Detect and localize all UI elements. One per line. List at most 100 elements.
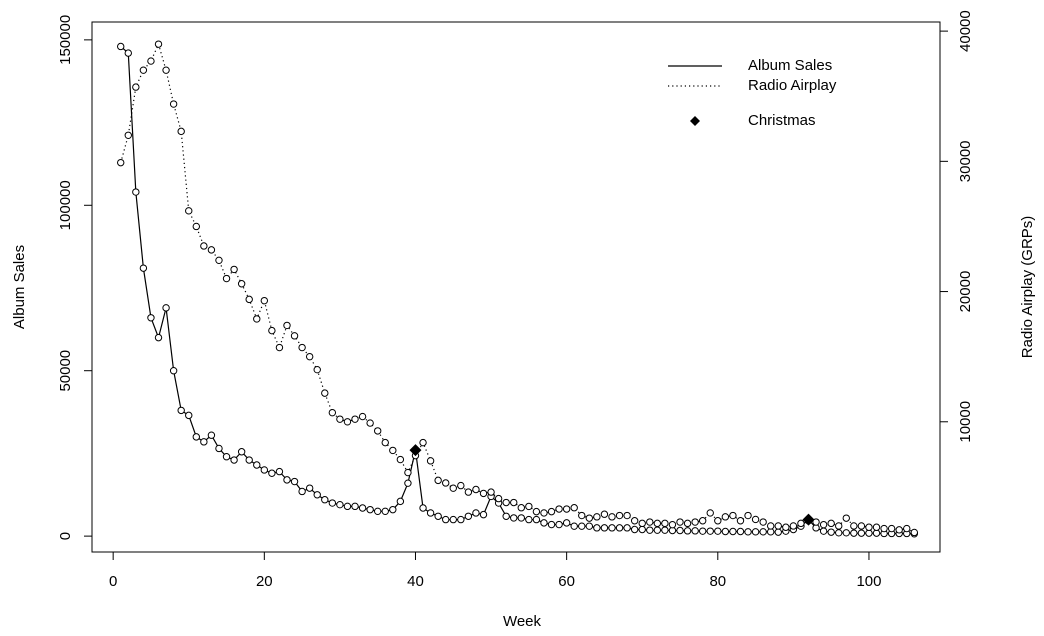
- christmas-marker: [802, 513, 815, 526]
- point: [623, 524, 631, 532]
- point: [472, 485, 480, 494]
- point: [812, 518, 820, 526]
- point: [313, 491, 321, 499]
- y2-tick-label: 20000: [957, 271, 974, 313]
- point: [895, 526, 903, 534]
- point: [305, 484, 314, 492]
- point: [698, 527, 707, 535]
- point: [502, 498, 510, 507]
- series-line: [120, 42, 915, 533]
- point: [842, 529, 850, 537]
- point: [139, 66, 148, 74]
- point: [903, 524, 911, 533]
- point: [457, 515, 465, 524]
- point: [910, 528, 919, 537]
- point: [593, 524, 601, 532]
- point: [154, 333, 163, 342]
- point: [668, 520, 677, 529]
- point: [502, 512, 510, 520]
- point: [630, 525, 639, 534]
- point: [321, 496, 329, 504]
- point: [698, 517, 707, 525]
- y2-tick-label: 40000: [957, 10, 974, 52]
- point: [540, 509, 548, 517]
- point: [313, 365, 321, 374]
- point: [532, 515, 541, 524]
- point: [192, 222, 200, 231]
- point: [351, 502, 359, 511]
- point: [381, 438, 389, 447]
- point: [472, 509, 480, 517]
- point: [434, 476, 442, 485]
- point: [298, 487, 306, 496]
- point: [366, 419, 374, 427]
- point: [328, 499, 337, 507]
- point: [615, 511, 624, 520]
- y-tick-label: 50000: [57, 350, 74, 392]
- point: [517, 504, 525, 512]
- point: [487, 488, 495, 496]
- point: [872, 523, 881, 531]
- point: [132, 188, 140, 196]
- point: [691, 527, 699, 535]
- point: [578, 511, 586, 520]
- point: [646, 526, 654, 534]
- point: [593, 513, 601, 521]
- point: [721, 513, 730, 521]
- point: [819, 520, 828, 529]
- point: [132, 83, 140, 91]
- point: [162, 304, 170, 312]
- point: [585, 514, 594, 522]
- plot-box: [91, 21, 941, 553]
- series-line: [120, 46, 915, 535]
- point: [268, 469, 276, 477]
- point: [835, 529, 843, 537]
- point: [729, 527, 737, 536]
- point: [117, 42, 125, 51]
- point: [343, 502, 352, 511]
- y-tick-label: 150000: [57, 15, 74, 65]
- point: [751, 515, 760, 524]
- point: [404, 479, 412, 487]
- point: [797, 519, 805, 528]
- point: [623, 511, 631, 520]
- point: [759, 518, 767, 526]
- point: [880, 524, 888, 533]
- x-tick-label: 0: [109, 573, 117, 590]
- point: [827, 528, 835, 536]
- point: [396, 497, 405, 506]
- point: [230, 265, 238, 274]
- point: [457, 481, 465, 490]
- point: [789, 522, 798, 530]
- point: [600, 510, 609, 518]
- point: [547, 507, 556, 516]
- point: [714, 517, 722, 525]
- point: [275, 467, 284, 476]
- point: [525, 515, 533, 524]
- point: [555, 505, 563, 513]
- point: [608, 513, 616, 521]
- point: [237, 448, 246, 456]
- point: [389, 505, 397, 514]
- point: [517, 514, 525, 522]
- point: [653, 519, 662, 528]
- point: [850, 529, 858, 537]
- point: [147, 57, 155, 65]
- point: [562, 519, 571, 527]
- point: [177, 406, 185, 415]
- point: [842, 514, 850, 522]
- point: [464, 488, 473, 496]
- point: [321, 389, 329, 397]
- point: [117, 158, 125, 167]
- point: [736, 517, 745, 525]
- point: [283, 321, 291, 330]
- point: [547, 520, 556, 529]
- point: [646, 518, 654, 526]
- point: [442, 515, 450, 524]
- point: [373, 507, 382, 516]
- point: [532, 507, 541, 516]
- point: [389, 446, 397, 455]
- point: [237, 280, 246, 288]
- point: [449, 515, 457, 524]
- point: [222, 274, 231, 283]
